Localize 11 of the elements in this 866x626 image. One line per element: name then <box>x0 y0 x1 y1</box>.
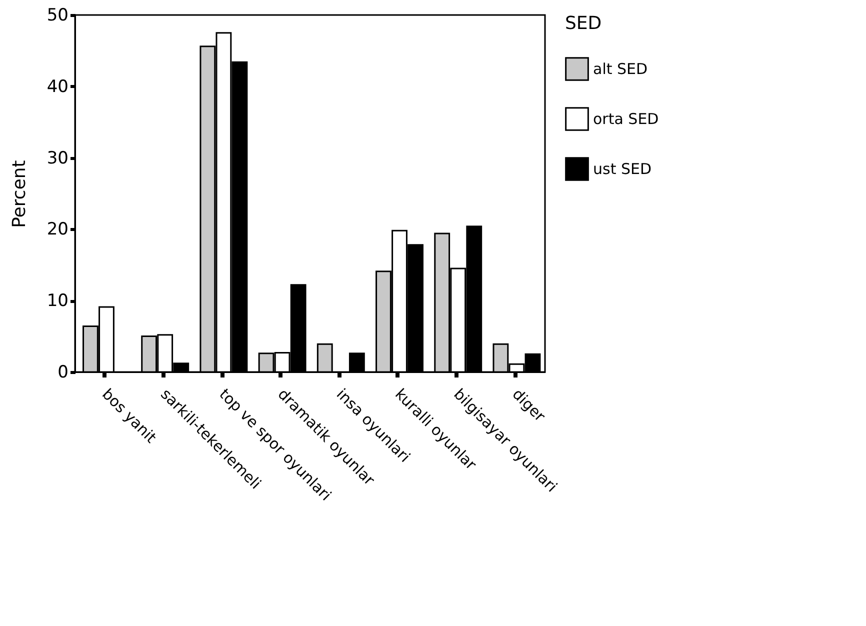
y-tick-label: 20 <box>46 220 68 240</box>
y-tick-label: 10 <box>46 291 68 312</box>
y-tick-label: 50 <box>46 6 68 26</box>
legend-label: orta SED <box>593 110 659 128</box>
y-tick-label: 0 <box>58 362 68 382</box>
legend-label: ust SED <box>593 160 652 178</box>
legend-title: SED <box>565 13 602 34</box>
y-axis-title: Percent <box>8 160 30 228</box>
legend-label: alt SED <box>593 60 648 78</box>
y-tick-label: 30 <box>46 148 68 168</box>
y-tick-label: 40 <box>46 76 68 97</box>
